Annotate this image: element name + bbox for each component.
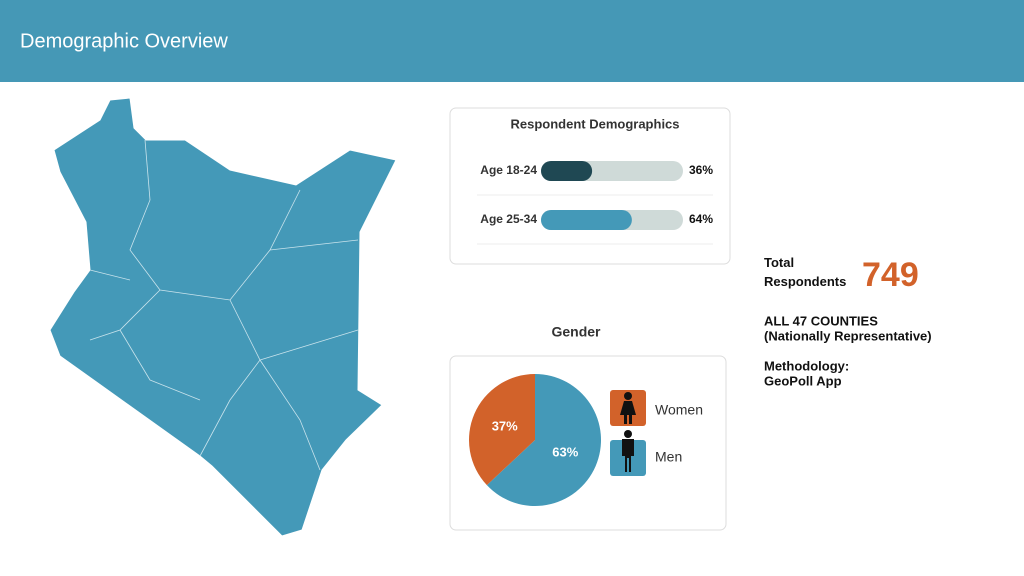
total-value: 749 — [862, 256, 919, 294]
total-label: Total Respondents — [764, 255, 846, 289]
coverage: ALL 47 COUNTIES — [764, 313, 878, 328]
coverage-note: (Nationally Representative) — [764, 328, 932, 343]
pie-slice — [469, 374, 535, 486]
value-label: 64% — [689, 212, 713, 226]
header-bar — [0, 0, 1024, 82]
kenya-map — [49, 97, 397, 537]
category-label: Age 25-34 — [480, 212, 537, 226]
bar — [541, 210, 632, 230]
legend-label: Women — [655, 402, 703, 418]
women-icon — [610, 390, 646, 426]
category-label: Age 18-24 — [480, 163, 537, 177]
bar — [541, 161, 593, 181]
methodology-label: Methodology: — [764, 358, 849, 373]
men-icon — [610, 430, 646, 476]
chart-title: Gender — [551, 324, 601, 340]
page-title: Demographic Overview — [20, 30, 228, 52]
legend-label: Men — [655, 449, 682, 465]
value-label: 36% — [689, 163, 713, 177]
slice-label: 63% — [552, 445, 578, 460]
slice-label: 37% — [492, 418, 518, 433]
chart-title: Respondent Demographics — [510, 116, 679, 131]
methodology: GeoPoll App — [764, 373, 842, 388]
pie-slice — [486, 374, 601, 507]
